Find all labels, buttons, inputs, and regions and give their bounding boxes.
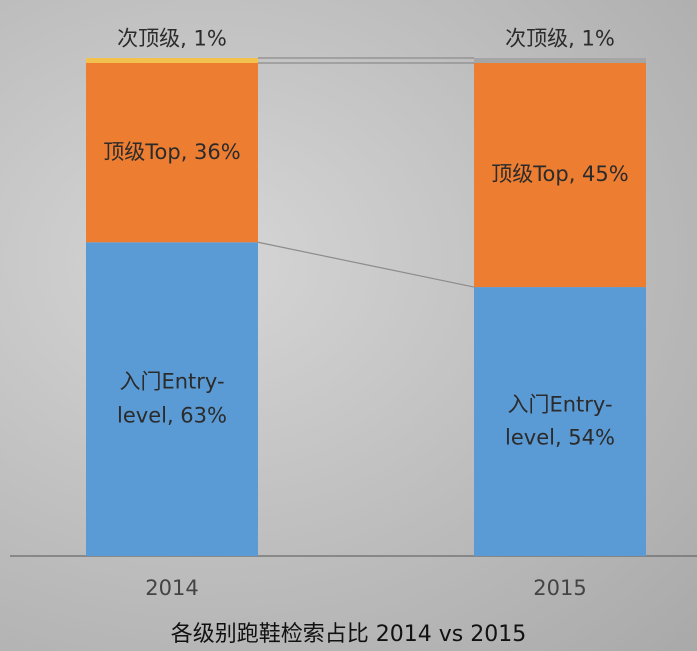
data-label: 入门Entry-level, 63% [117,369,227,428]
data-label: 顶级Top, 45% [491,162,629,187]
bar-segment [86,62,258,243]
x-tick-label: 2015 [533,576,587,600]
data-label: 次顶级, 1% [505,26,615,51]
series-line [257,241,475,288]
bar-segment [86,242,258,556]
data-label: 次顶级, 1% [117,26,227,51]
bar-segment [474,287,646,556]
bar-segment [474,58,646,63]
bar-segment [86,58,258,63]
data-label: 入门Entry-level, 54% [505,391,615,450]
chart-title: 各级别跑鞋检索占比 2014 vs 2015 [170,622,527,647]
bar-segment [474,62,646,288]
x-tick-label: 2014 [145,576,199,600]
data-label: 顶级Top, 36% [103,139,241,164]
